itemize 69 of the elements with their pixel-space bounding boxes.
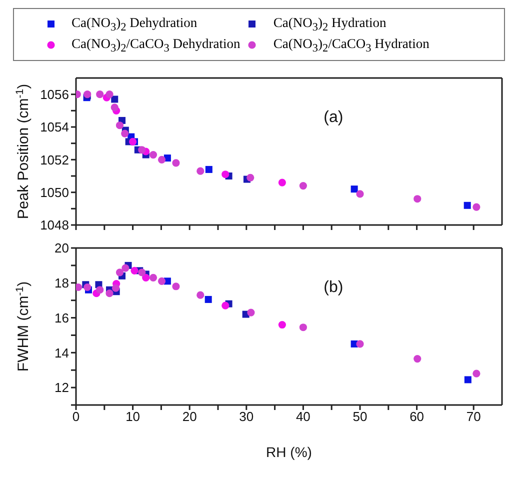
point bbox=[464, 202, 471, 210]
point bbox=[172, 282, 180, 291]
point bbox=[110, 104, 118, 112]
point bbox=[130, 267, 138, 275]
x-axis-title: RH (%) bbox=[266, 444, 312, 460]
x-tick-label: 50 bbox=[352, 410, 368, 425]
point bbox=[106, 290, 114, 298]
point bbox=[222, 170, 230, 179]
point bbox=[472, 204, 480, 212]
legend-label: Ca(NO$_{3}$)$_{2}$ Dehydration bbox=[72, 15, 198, 34]
point bbox=[196, 292, 204, 300]
point bbox=[246, 174, 254, 182]
point bbox=[299, 324, 307, 332]
point bbox=[222, 302, 230, 310]
point bbox=[356, 190, 364, 198]
y-tick-label: 1052 bbox=[40, 152, 69, 168]
point bbox=[106, 90, 114, 99]
y-tick-label: 18 bbox=[54, 276, 69, 291]
point bbox=[472, 370, 480, 378]
point bbox=[116, 122, 124, 130]
point bbox=[278, 179, 286, 187]
y-tick-label: 20 bbox=[54, 240, 69, 256]
point bbox=[247, 309, 255, 317]
point bbox=[142, 274, 150, 282]
point bbox=[138, 146, 146, 154]
point bbox=[356, 340, 364, 348]
point bbox=[111, 96, 118, 104]
point bbox=[350, 186, 358, 193]
y-tick-label: 14 bbox=[54, 346, 69, 361]
point bbox=[122, 264, 130, 272]
y-tick-label: 1056 bbox=[40, 87, 69, 102]
point bbox=[116, 268, 124, 277]
point bbox=[112, 284, 120, 292]
annotation: (a) bbox=[324, 109, 344, 128]
point bbox=[172, 160, 180, 168]
x-tick-label: 60 bbox=[410, 410, 424, 425]
point bbox=[149, 151, 158, 159]
x-tick-label: 70 bbox=[466, 410, 481, 425]
point bbox=[414, 195, 422, 204]
point bbox=[278, 321, 286, 329]
x-tick-label: 10 bbox=[126, 410, 140, 425]
point bbox=[138, 268, 146, 277]
y-tick-label: 1048 bbox=[40, 218, 69, 233]
point bbox=[121, 130, 129, 138]
y-tick-label: 16 bbox=[54, 310, 69, 326]
point bbox=[414, 355, 422, 363]
point bbox=[149, 274, 158, 282]
point bbox=[96, 90, 104, 99]
annotation: (b) bbox=[324, 279, 344, 298]
x-tick-label: 30 bbox=[239, 410, 254, 425]
point bbox=[196, 168, 204, 176]
legend-label: Ca(NO$_{3}$)$_{2}$/CaCO$_{3}$ Hydration bbox=[273, 36, 430, 54]
y-tick-label: 12 bbox=[54, 380, 69, 396]
point bbox=[299, 182, 307, 190]
legend-label: Ca(NO$_{3}$)$_{2}$ Hydration bbox=[273, 15, 386, 34]
point bbox=[204, 296, 212, 304]
y-tick-label: 1054 bbox=[40, 120, 69, 135]
point bbox=[96, 286, 104, 294]
point bbox=[158, 278, 166, 286]
legend-label: Ca(NO$_{3}$)$_{2}$/CaCO$_{3}$ Dehydration bbox=[72, 36, 240, 54]
x-tick-label: 0 bbox=[72, 410, 80, 425]
point bbox=[158, 156, 166, 164]
point bbox=[464, 376, 472, 384]
point bbox=[205, 166, 212, 174]
y-tick-label: 1050 bbox=[40, 185, 69, 200]
x-tick-label: 40 bbox=[296, 410, 310, 425]
point bbox=[76, 284, 82, 292]
point bbox=[84, 284, 92, 292]
x-tick-label: 20 bbox=[182, 410, 197, 425]
